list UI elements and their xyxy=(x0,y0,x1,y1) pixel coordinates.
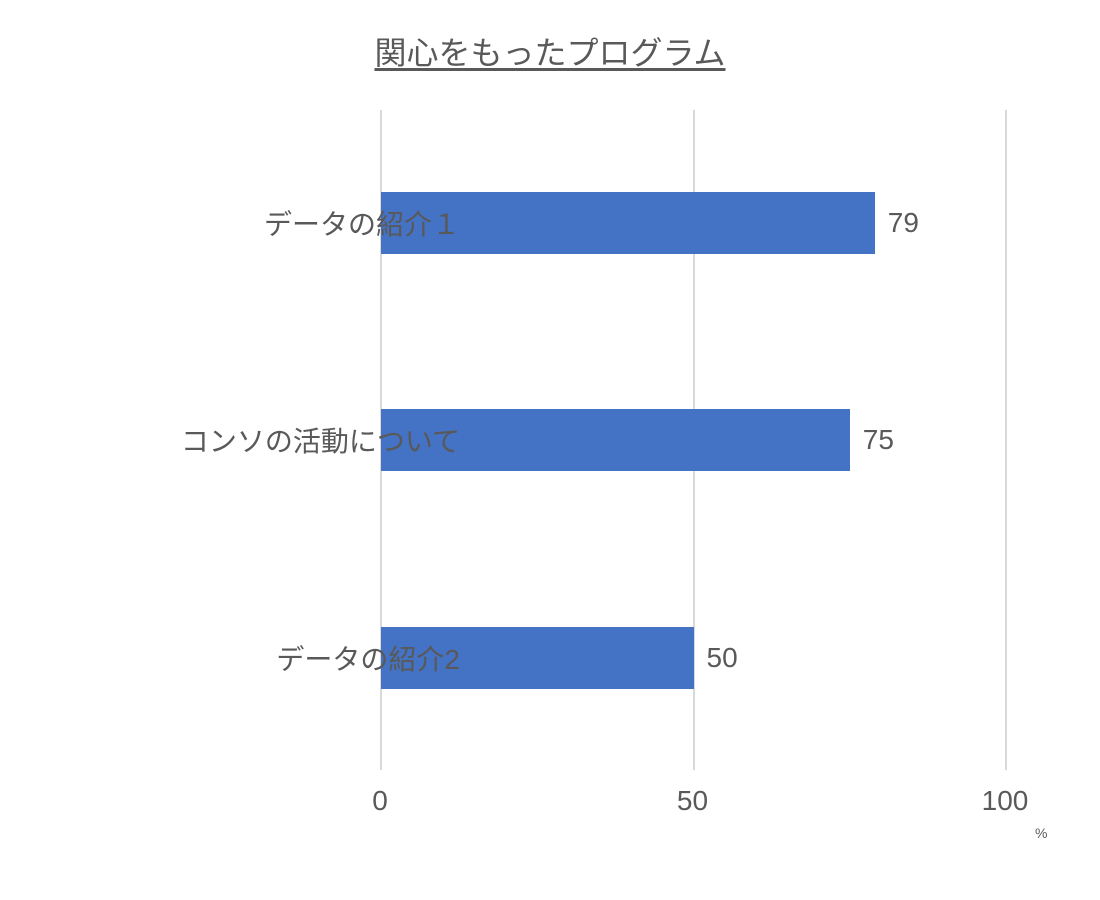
x-tick-100: 100 xyxy=(982,785,1029,817)
x-tick-50: 50 xyxy=(677,785,708,817)
bar-label-0: データの紹介１ xyxy=(264,203,460,243)
gridline-100 xyxy=(1005,110,1007,770)
x-tick-0: 0 xyxy=(372,785,388,817)
value-label-1: 75 xyxy=(863,424,894,456)
bar-label-1: コンソの活動について xyxy=(181,420,460,460)
x-unit-label: % xyxy=(1035,825,1047,841)
value-label-2: 50 xyxy=(707,642,738,674)
chart-container: 関心をもったプログラム 79 75 50 データの紹介１ コンソの活動について … xyxy=(0,0,1100,900)
value-label-0: 79 xyxy=(888,207,919,239)
plot-area: 79 75 50 xyxy=(380,110,1005,770)
bar-label-2: データの紹介2 xyxy=(276,638,460,678)
chart-title: 関心をもったプログラム xyxy=(0,28,1100,74)
